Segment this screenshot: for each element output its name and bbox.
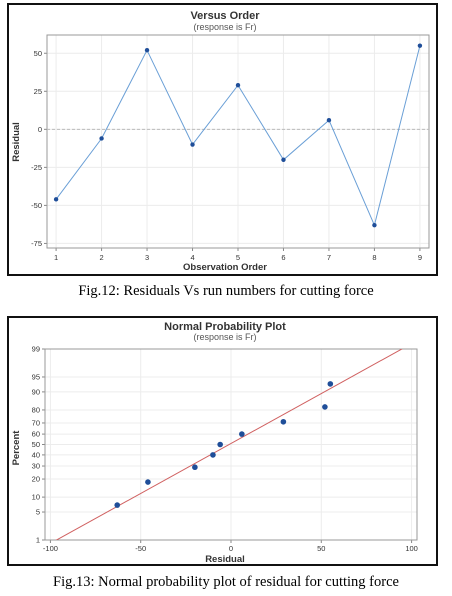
x-axis-label: Observation Order — [183, 262, 267, 273]
chart-title: Normal Probability Plot — [164, 321, 286, 333]
x-tick-label: 2 — [99, 253, 103, 262]
residual-data-point — [417, 43, 423, 48]
x-tick-label: 7 — [327, 253, 331, 262]
x-tick-label: 100 — [405, 544, 418, 553]
x-tick-label: 9 — [418, 253, 422, 262]
probability-data-point — [210, 452, 216, 458]
residual-data-point — [53, 197, 59, 202]
y-tick-label: 0 — [38, 125, 42, 134]
y-tick-label: 10 — [32, 493, 40, 502]
probability-data-point — [145, 479, 151, 485]
y-axis-label: Residual — [11, 122, 22, 162]
chart-subtitle: (response is Fr) — [193, 22, 256, 32]
versus-order-chart: Versus Order (response is Fr) Observatio… — [11, 10, 430, 273]
x-tick-label: 6 — [281, 253, 285, 262]
x-axis-label: Residual — [205, 554, 245, 564]
residual-data-point — [144, 48, 150, 53]
plot-frame — [44, 348, 418, 541]
chart-title: Versus Order — [190, 10, 260, 22]
probability-data-point — [239, 431, 245, 437]
residual-data-point — [326, 118, 332, 123]
probability-data-point — [322, 404, 328, 410]
y-tick-label: -25 — [31, 163, 42, 172]
normal-probability-chart: Normal Probability Plot (response is Fr)… — [11, 321, 418, 564]
x-tick-label: 4 — [190, 253, 194, 262]
y-tick-label: 70 — [32, 418, 40, 427]
y-tick-label: 60 — [32, 430, 40, 439]
residual-data-point — [99, 136, 104, 141]
y-tick-label: 20 — [32, 475, 40, 484]
y-tick-label: 5 — [36, 508, 40, 517]
y-tick-label: 80 — [32, 405, 40, 414]
chart-subtitle: (response is Fr) — [193, 332, 256, 342]
x-tick-label: -50 — [135, 544, 146, 553]
x-tick-label: 1 — [54, 253, 58, 262]
residual-data-point — [190, 142, 195, 147]
y-axis-label: Percent — [11, 430, 22, 466]
x-tick-label: -100 — [43, 544, 58, 553]
x-tick-label: 3 — [145, 253, 149, 262]
y-tick-label: 99 — [32, 345, 40, 354]
probability-data-point — [280, 418, 287, 425]
y-tick-label: 30 — [32, 462, 40, 471]
probability-data-point — [192, 464, 198, 471]
y-tick-label: 25 — [34, 87, 42, 96]
probability-data-point — [217, 441, 223, 448]
x-tick-label: 5 — [236, 253, 240, 262]
probability-data-point — [327, 381, 334, 387]
y-tick-label: 50 — [32, 440, 40, 449]
y-tick-label: -75 — [31, 239, 42, 248]
y-tick-label: 50 — [34, 49, 42, 58]
normal-fit-line — [55, 349, 403, 540]
y-tick-label: -50 — [31, 201, 42, 210]
plot-frame — [46, 34, 430, 249]
figure-12-caption: Fig.12: Residuals Vs run numbers for cut… — [78, 283, 374, 299]
x-tick-label: 8 — [372, 253, 376, 262]
probability-data-point — [114, 502, 121, 508]
x-tick-label: 0 — [229, 544, 233, 553]
normal-probability-panel: Normal Probability Plot (response is Fr)… — [7, 316, 438, 566]
residual-data-point — [281, 157, 286, 162]
x-tick-label: 50 — [317, 544, 325, 553]
residual-data-point — [372, 222, 377, 228]
y-tick-label: 1 — [36, 536, 40, 545]
residual-data-point — [235, 83, 241, 88]
y-tick-label: 40 — [32, 450, 40, 459]
versus-order-panel: Versus Order (response is Fr) Observatio… — [7, 3, 438, 276]
y-tick-label: 95 — [32, 372, 40, 381]
figure-13-caption: Fig.13: Normal probability plot of resid… — [53, 574, 399, 590]
y-tick-label: 90 — [32, 387, 40, 396]
